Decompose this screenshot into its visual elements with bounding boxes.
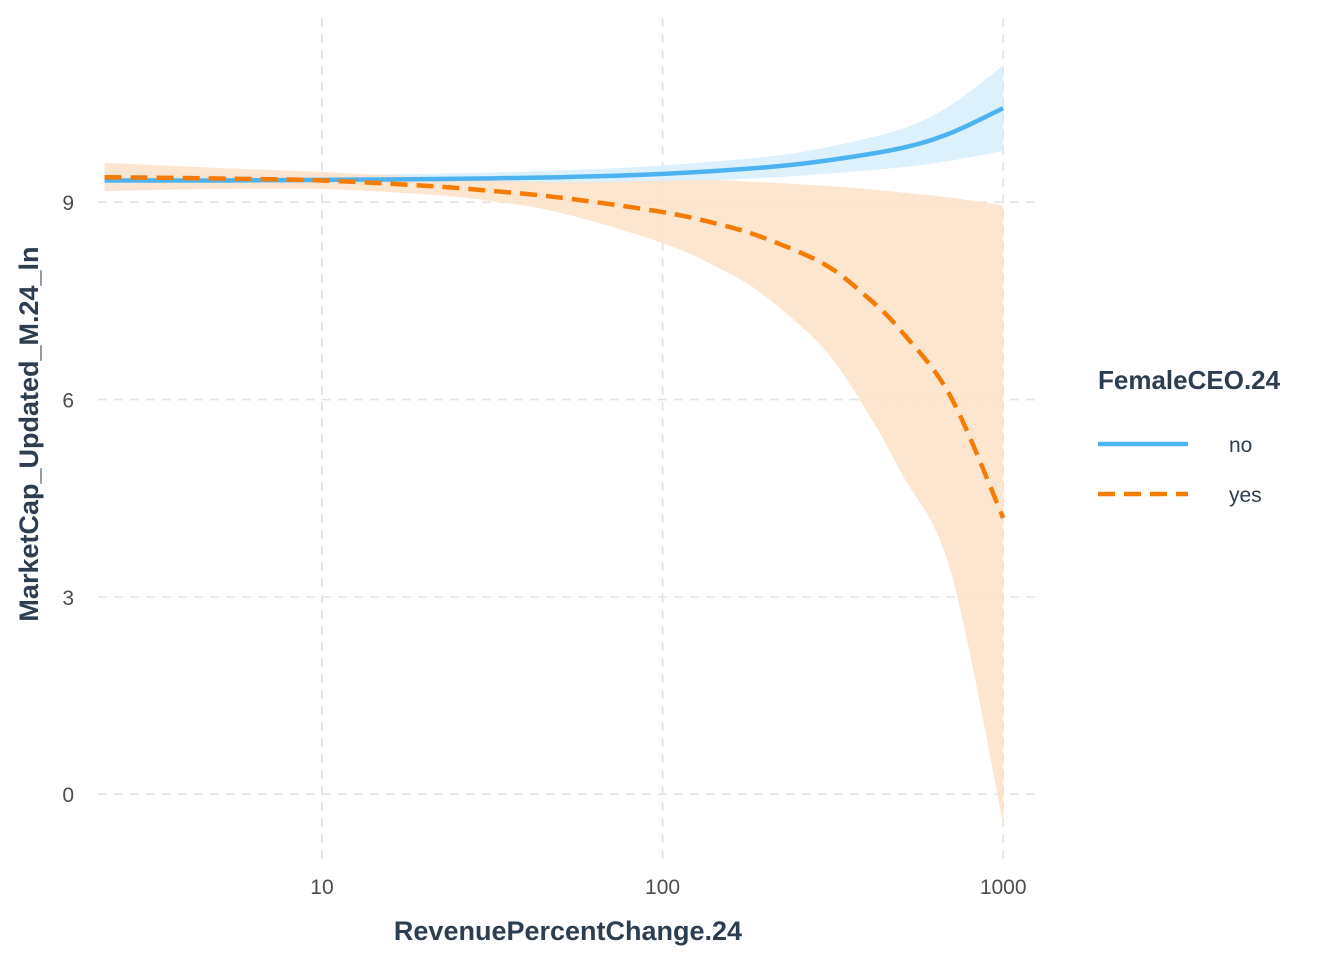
confidence-band-yes — [104, 162, 1004, 824]
series-line-yes — [104, 174, 1006, 519]
confidence-band-no — [104, 65, 1004, 191]
x-tick-label: 1000 — [980, 876, 1027, 899]
legend: FemaleCEO.24 no yes — [1098, 365, 1281, 507]
legend-items: no yes — [1098, 434, 1262, 507]
y-tick-label: 0 — [62, 784, 74, 807]
y-tick-label: 9 — [62, 192, 74, 215]
legend-title: FemaleCEO.24 — [1098, 365, 1281, 395]
legend-item-yes: yes — [1098, 484, 1262, 507]
tick-label-layer: 0 3 6 9 10 100 1000 — [62, 192, 1026, 899]
legend-label-yes: yes — [1229, 484, 1262, 507]
y-tick-label: 3 — [62, 587, 74, 610]
ribbon-layer — [104, 65, 1004, 824]
y-axis-title: MarketCap_Updated_M.24_ln — [14, 246, 44, 621]
x-tick-label: 100 — [645, 876, 680, 899]
legend-label-no: no — [1229, 434, 1252, 457]
y-tick-label: 6 — [62, 390, 74, 413]
legend-item-no: no — [1098, 434, 1252, 457]
line-layer — [104, 106, 1006, 519]
x-axis-title: RevenuePercentChange.24 — [394, 916, 742, 946]
x-tick-label: 10 — [310, 876, 333, 899]
